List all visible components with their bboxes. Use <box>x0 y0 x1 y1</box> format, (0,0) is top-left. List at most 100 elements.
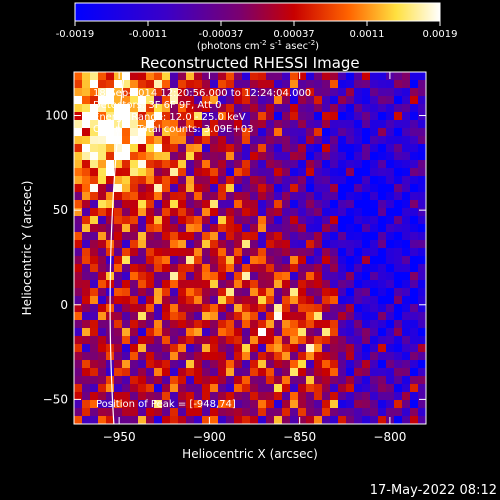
heatmap-cell <box>226 368 235 377</box>
heatmap-cell <box>82 184 91 193</box>
heatmap-cell <box>298 136 307 145</box>
heatmap-cell <box>274 72 283 81</box>
heatmap-cell <box>266 312 275 321</box>
heatmap-cell <box>234 152 243 161</box>
heatmap-cell <box>418 184 426 193</box>
heatmap-cell <box>354 216 363 225</box>
heatmap-cell <box>194 112 203 121</box>
heatmap-cell <box>186 264 195 273</box>
heatmap-cell <box>298 72 307 81</box>
heatmap-cell <box>314 408 323 417</box>
heatmap-cell <box>218 368 227 377</box>
heatmap-cell <box>130 160 139 169</box>
heatmap-cell <box>138 320 147 329</box>
heatmap-cell <box>74 296 83 305</box>
heatmap-cell <box>282 320 291 329</box>
heatmap-cell <box>242 232 251 241</box>
heatmap-cell <box>386 400 395 409</box>
heatmap-cell <box>402 88 411 97</box>
heatmap-cell <box>306 416 315 424</box>
heatmap-cell <box>306 360 315 369</box>
annotation-time-range: 18-Sep-2014 12:20:56.000 to 12:24:04.000 <box>93 88 311 99</box>
heatmap-cell <box>370 312 379 321</box>
heatmap-cell <box>394 136 403 145</box>
heatmap-cell <box>82 312 91 321</box>
heatmap-cell <box>202 280 211 289</box>
heatmap-cell <box>370 192 379 201</box>
heatmap-cell <box>418 296 426 305</box>
heatmap-cell <box>170 352 179 361</box>
heatmap-cell <box>186 120 195 129</box>
heatmap-cell <box>402 320 411 329</box>
heatmap-cell <box>330 200 339 209</box>
heatmap-cell <box>354 240 363 249</box>
heatmap-cell <box>330 192 339 201</box>
heatmap-cell <box>122 80 131 89</box>
heatmap-cell <box>322 160 331 169</box>
heatmap-cell <box>242 368 251 377</box>
heatmap-cell <box>338 256 347 265</box>
heatmap-cell <box>210 136 219 145</box>
heatmap-cell <box>242 256 251 265</box>
heatmap-cell <box>90 80 99 89</box>
heatmap-cell <box>82 144 91 153</box>
heatmap-cell <box>234 384 243 393</box>
heatmap-cell <box>322 104 331 113</box>
heatmap-cell <box>418 392 426 401</box>
heatmap-cell <box>266 104 275 113</box>
heatmap-cell <box>242 312 251 321</box>
heatmap-cell <box>178 320 187 329</box>
heatmap-cell <box>138 216 147 225</box>
heatmap-cell <box>90 96 99 105</box>
heatmap-cell <box>218 408 227 417</box>
heatmap-cell <box>154 208 163 217</box>
heatmap-cell <box>154 184 163 193</box>
heatmap-cell <box>346 408 355 417</box>
heatmap-cell <box>306 328 315 337</box>
heatmap-cell <box>394 192 403 201</box>
heatmap-cell <box>210 384 219 393</box>
heatmap-cell <box>106 384 115 393</box>
heatmap-cell <box>250 168 259 177</box>
heatmap-cell <box>170 296 179 305</box>
heatmap-cell <box>394 344 403 353</box>
heatmap-cell <box>242 184 251 193</box>
heatmap-cell <box>298 328 307 337</box>
heatmap-cell <box>386 272 395 281</box>
heatmap-cell <box>346 344 355 353</box>
heatmap-cell <box>162 392 171 401</box>
heatmap-cell <box>226 312 235 321</box>
heatmap-cell <box>154 336 163 345</box>
heatmap-cell <box>226 168 235 177</box>
heatmap-cell <box>74 160 83 169</box>
heatmap-cell <box>186 96 195 105</box>
heatmap-cell <box>394 240 403 249</box>
heatmap-cell <box>138 112 147 121</box>
heatmap-cell <box>98 296 107 305</box>
heatmap-cell <box>106 368 115 377</box>
heatmap-cell <box>98 144 107 153</box>
heatmap-cell <box>394 80 403 89</box>
heatmap-cell <box>274 80 283 89</box>
heatmap-cell <box>74 88 83 97</box>
heatmap-cell <box>410 208 419 217</box>
heatmap-cell <box>258 200 267 209</box>
heatmap-cell <box>370 328 379 337</box>
solar-limb <box>109 72 126 424</box>
heatmap-cell <box>258 224 267 233</box>
heatmap-cell <box>346 96 355 105</box>
heatmap-cell <box>410 152 419 161</box>
heatmap-cell <box>402 200 411 209</box>
heatmap-cell <box>170 168 179 177</box>
heatmap-cell <box>274 144 283 153</box>
heatmap-cell <box>90 152 99 161</box>
heatmap-cell <box>154 256 163 265</box>
heatmap-cell <box>354 384 363 393</box>
heatmap-cell <box>74 216 83 225</box>
heatmap-cell <box>306 104 315 113</box>
heatmap-cell <box>194 224 203 233</box>
heatmap-cell <box>282 184 291 193</box>
heatmap-cell <box>290 192 299 201</box>
heatmap-cell <box>250 296 259 305</box>
heatmap-cell <box>410 216 419 225</box>
